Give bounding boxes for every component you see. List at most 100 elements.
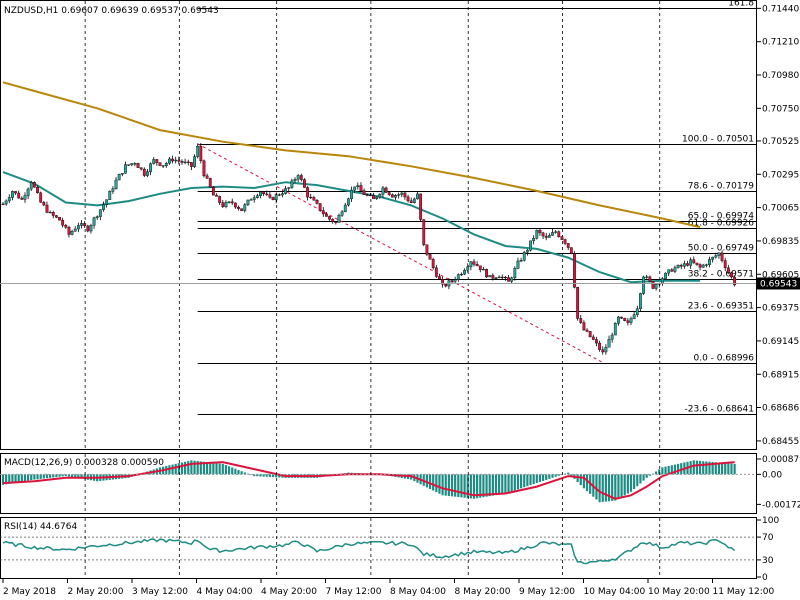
macd-bar xyxy=(231,467,234,475)
macd-bar xyxy=(730,463,733,475)
candle-body xyxy=(472,261,476,265)
candle-body xyxy=(158,162,162,166)
macd-bar xyxy=(187,461,190,475)
macd-bar xyxy=(206,462,209,475)
macd-bar xyxy=(61,474,64,477)
x-tick-label: 7 May 12:00 xyxy=(326,587,382,597)
candle-body xyxy=(620,316,623,319)
macd-bar xyxy=(240,471,243,475)
fib-level-label: 0.0 - 0.68996 xyxy=(694,354,755,364)
macd-bar xyxy=(498,474,501,495)
candle-body xyxy=(277,194,281,196)
candle-body xyxy=(183,161,187,163)
candle-body xyxy=(340,211,344,216)
candle-body xyxy=(155,159,159,163)
macd-bar xyxy=(5,474,8,485)
candle-body xyxy=(202,160,206,177)
candle-body xyxy=(299,175,303,180)
fib-level-label: 78.6 - 0.70179 xyxy=(688,182,754,192)
candle-body xyxy=(497,276,501,279)
macd-bar xyxy=(33,474,36,480)
candle-body xyxy=(353,186,357,191)
macd-bar xyxy=(507,474,510,493)
candle-body xyxy=(730,272,733,278)
candle-body xyxy=(667,269,671,274)
fibonacci-trend-line[interactable] xyxy=(197,143,603,363)
y-tick-label: 0.68915 xyxy=(762,370,799,380)
price-pane[interactable]: 161.8 100.0 - 0.70501 78.6 - 0.70179 65.0 -… xyxy=(0,0,800,450)
candle-body xyxy=(698,264,702,268)
macd-bar xyxy=(64,474,67,477)
fib-level-label: 61.8 - 0.69926 xyxy=(688,219,754,229)
candle-body xyxy=(673,267,677,272)
candle-body xyxy=(164,163,168,167)
candle-body xyxy=(265,193,269,195)
candle-body xyxy=(230,201,234,204)
candle-body xyxy=(42,202,46,206)
fibonacci-retracement[interactable]: 161.8 100.0 - 0.70501 78.6 - 0.70179 65.0 -… xyxy=(197,0,756,415)
candle-body xyxy=(318,203,322,211)
candle-body xyxy=(54,215,58,218)
y-tick-label: 0.70525 xyxy=(762,137,799,147)
macd-bar xyxy=(237,469,240,475)
macd-bar xyxy=(74,474,77,478)
fib-level-label: 23.6 - 0.69351 xyxy=(688,302,754,312)
macd-bar xyxy=(623,474,626,496)
candle-body xyxy=(538,230,542,234)
macd-bar xyxy=(265,474,268,477)
x-tick-label: 9 May 12:00 xyxy=(519,587,575,597)
macd-bar xyxy=(58,474,61,477)
candle-body xyxy=(726,267,730,273)
macd-bar xyxy=(501,474,504,495)
macd-signal-line xyxy=(2,461,735,500)
macd-bar xyxy=(168,465,171,475)
macd-bar xyxy=(598,474,601,503)
macd-bar xyxy=(444,474,447,496)
x-tick-label: 10 May 04:00 xyxy=(584,587,646,597)
macd-bar xyxy=(491,474,494,496)
macd-bar xyxy=(215,463,218,475)
candle-body xyxy=(513,268,517,279)
candle-body xyxy=(504,276,507,279)
macd-bar xyxy=(27,474,30,481)
macd-bar xyxy=(645,474,648,478)
macd-bar xyxy=(36,474,39,480)
y-tick-label: 30 xyxy=(762,556,774,566)
macd-bar xyxy=(604,474,607,502)
macd-bar xyxy=(83,474,86,480)
candle-body xyxy=(227,201,231,203)
x-tick-label: 10 May 20:00 xyxy=(648,587,710,597)
candle-body xyxy=(136,163,140,168)
macd-bar xyxy=(677,463,680,475)
macd-bar xyxy=(476,474,479,499)
candle-body xyxy=(152,159,156,164)
macd-bar xyxy=(14,474,17,483)
candle-body xyxy=(243,204,247,211)
macd-bar xyxy=(614,474,617,501)
x-tick-label: 8 May 20:00 xyxy=(455,587,511,597)
candle-body xyxy=(180,161,184,163)
candle-body xyxy=(629,318,633,323)
macd-bar xyxy=(724,463,727,475)
macd-bar xyxy=(579,474,582,486)
rsi-pane-frame xyxy=(0,517,757,579)
candle-body xyxy=(303,179,306,188)
macd-bar xyxy=(472,474,476,499)
candle-body xyxy=(26,188,30,196)
candle-body xyxy=(312,197,316,201)
candle-body xyxy=(491,275,495,279)
macd-bar xyxy=(174,463,177,475)
y-tick-label: 0.70065 xyxy=(762,204,799,214)
candle-body xyxy=(642,276,645,294)
candle-body xyxy=(95,216,99,218)
candle-body xyxy=(708,259,711,265)
macd-bar xyxy=(617,474,620,499)
rsi-pane[interactable]: RSI(14) 44.6764 100 70 30 0 xyxy=(0,516,779,583)
candle-body xyxy=(350,189,353,200)
macd-pane[interactable]: MACD(12,26,9) 0.000328 0.000590 0.000879… xyxy=(0,453,800,514)
candle-body xyxy=(569,247,573,254)
y-tick-label: 0.70295 xyxy=(762,170,799,180)
x-tick-label: 4 May 20:00 xyxy=(261,587,317,597)
candle-body xyxy=(199,145,203,161)
candle-body xyxy=(601,349,605,353)
